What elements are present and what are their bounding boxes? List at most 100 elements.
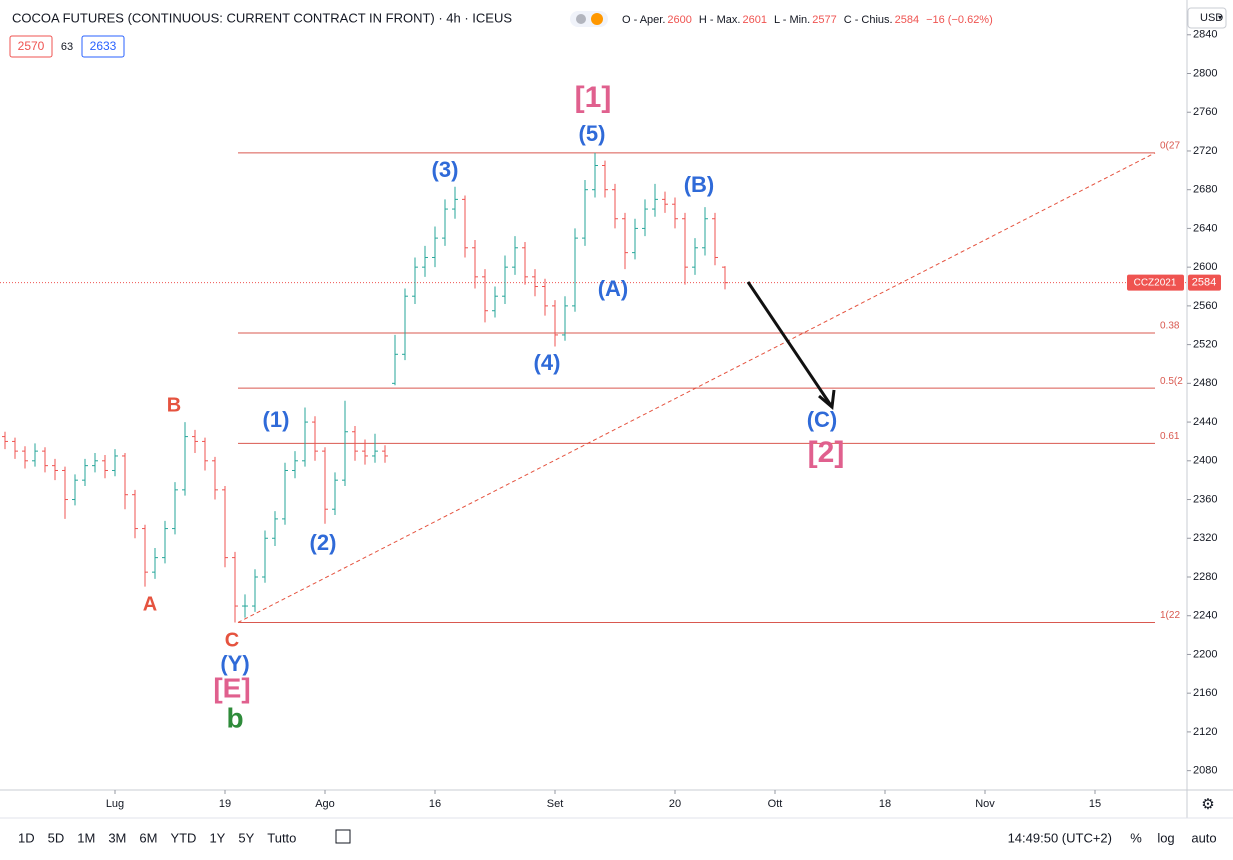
ohlc-bar	[592, 152, 598, 198]
wave-label: (3)	[432, 157, 459, 182]
ohlc-bar	[472, 240, 478, 289]
ohlc-bar	[722, 266, 728, 290]
y-tick-label: 2600	[1193, 261, 1217, 273]
ohlc-bar	[702, 207, 708, 256]
ohlc-bar	[502, 255, 508, 304]
range-button[interactable]: 6M	[139, 830, 157, 845]
ohlc-bar	[692, 238, 698, 275]
range-button[interactable]: 1M	[77, 830, 95, 845]
range-button[interactable]: YTD	[170, 830, 196, 845]
fib-label: 0(27	[1160, 141, 1180, 152]
ohlc-bar	[572, 228, 578, 312]
scale-option[interactable]: %	[1130, 830, 1142, 845]
ohlc-bar	[412, 257, 418, 304]
bid-box[interactable]	[9, 35, 53, 58]
ohlc-bar	[272, 511, 278, 547]
ohlc-bar	[422, 245, 428, 277]
ohlc-bar	[562, 296, 568, 341]
range-button[interactable]: 1D	[18, 830, 35, 845]
currency-button[interactable]	[1187, 7, 1227, 29]
price-tag-text: 2584	[1192, 277, 1216, 289]
y-tick-label: 2720	[1193, 145, 1217, 157]
ohlc-bar	[352, 425, 358, 461]
x-tick-label: Nov	[975, 798, 995, 810]
fib-label: 0.5(2	[1160, 376, 1183, 387]
ohlc-bar	[192, 429, 198, 454]
legend-key: H - Max.	[699, 14, 741, 26]
legend-key: O - Aper.	[622, 14, 665, 26]
ohlc-bar	[432, 226, 438, 268]
date-range-icon[interactable]	[335, 829, 351, 844]
wave-label: [2]	[808, 436, 845, 469]
range-button[interactable]: 3M	[108, 830, 126, 845]
badge-d	[591, 13, 603, 25]
ohlc-bar	[262, 530, 268, 583]
wave-label: C	[225, 629, 239, 651]
ohlc-bar	[652, 183, 658, 217]
ohlc-bar	[142, 524, 148, 587]
scale-option[interactable]: auto	[1191, 830, 1216, 845]
range-button[interactable]: 5D	[48, 830, 65, 845]
legend-value: 2577	[812, 14, 836, 26]
range-button[interactable]: 5Y	[238, 830, 254, 845]
legend-key: L - Min.	[774, 14, 810, 26]
ask-box[interactable]	[81, 35, 125, 58]
legend-value: 2601	[742, 14, 766, 26]
ohlc-bar	[132, 489, 138, 539]
legend-value: 2584	[895, 14, 919, 26]
ohlc-bar	[512, 236, 518, 275]
ohlc-bar	[52, 458, 58, 481]
ohlc-bar	[522, 241, 528, 285]
scale-option[interactable]: log	[1157, 830, 1174, 845]
ohlc-bar	[212, 456, 218, 500]
y-tick-label: 2440	[1193, 416, 1217, 428]
wave-label: A	[143, 593, 157, 615]
x-tick-label: Ott	[768, 798, 783, 810]
fib-label: 1(22	[1160, 610, 1180, 621]
x-tick-label: 20	[669, 798, 681, 810]
y-tick-label: 2160	[1193, 687, 1217, 699]
ohlc-bar	[242, 594, 248, 618]
ohlc-bar	[122, 453, 128, 510]
ohlc-bar	[252, 569, 258, 612]
range-button[interactable]: 1Y	[209, 830, 225, 845]
price-tag	[1188, 274, 1221, 291]
ohlc-bar	[542, 278, 548, 316]
y-tick-label: 2400	[1193, 455, 1217, 467]
ohlc-bar	[462, 195, 468, 258]
ohlc-bar	[582, 180, 588, 246]
wave-label: B	[167, 394, 181, 416]
fib-label: 0.38	[1160, 321, 1180, 332]
settings-icon[interactable]: ⚙	[1201, 796, 1214, 813]
ohlc-bar	[42, 447, 48, 473]
range-button[interactable]: Tutto	[267, 830, 296, 845]
ohlc-bar	[12, 437, 18, 459]
ohlc-bar	[602, 160, 608, 198]
spread: 63	[61, 41, 73, 53]
ohlc-bar	[552, 300, 558, 347]
ohlc-bar	[682, 212, 688, 285]
clock: 14:49:50 (UTC+2)	[1008, 830, 1112, 845]
ohlc-bar	[392, 334, 398, 386]
ohlc-bar	[182, 422, 188, 496]
y-tick-label: 2080	[1193, 765, 1217, 777]
ohlc-bar	[232, 551, 238, 623]
y-tick-label: 2120	[1193, 726, 1217, 738]
legend-change: −16 (−0.62%)	[926, 14, 993, 26]
legend-value: 2600	[667, 14, 691, 26]
wave-label: (C)	[807, 407, 838, 432]
ohlc-bar	[222, 485, 228, 568]
ohlc-bar	[22, 446, 28, 469]
y-tick-label: 2320	[1193, 532, 1217, 544]
ohlc-bar	[202, 437, 208, 471]
ohlc-bar	[632, 218, 638, 260]
ohlc-bar	[92, 453, 98, 473]
ohlc-bar	[332, 472, 338, 516]
x-tick-label: 15	[1089, 798, 1101, 810]
wave-label: (5)	[579, 121, 606, 146]
currency: USD	[1200, 12, 1223, 24]
ohlc-bar	[302, 407, 308, 467]
ohlc-bar	[372, 433, 378, 463]
